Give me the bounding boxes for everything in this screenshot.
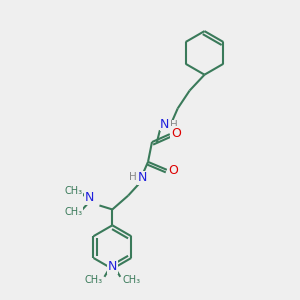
Text: CH₃: CH₃ bbox=[65, 207, 83, 218]
Text: N: N bbox=[160, 118, 170, 131]
Text: N: N bbox=[85, 191, 94, 204]
Text: H: H bbox=[170, 120, 178, 130]
Text: N: N bbox=[108, 260, 117, 273]
Text: O: O bbox=[171, 127, 181, 140]
Text: N: N bbox=[137, 171, 147, 184]
Text: H: H bbox=[129, 172, 137, 182]
Text: O: O bbox=[168, 164, 178, 177]
Text: CH₃: CH₃ bbox=[65, 186, 83, 196]
Text: CH₃: CH₃ bbox=[122, 275, 140, 285]
Text: CH₃: CH₃ bbox=[85, 275, 103, 285]
